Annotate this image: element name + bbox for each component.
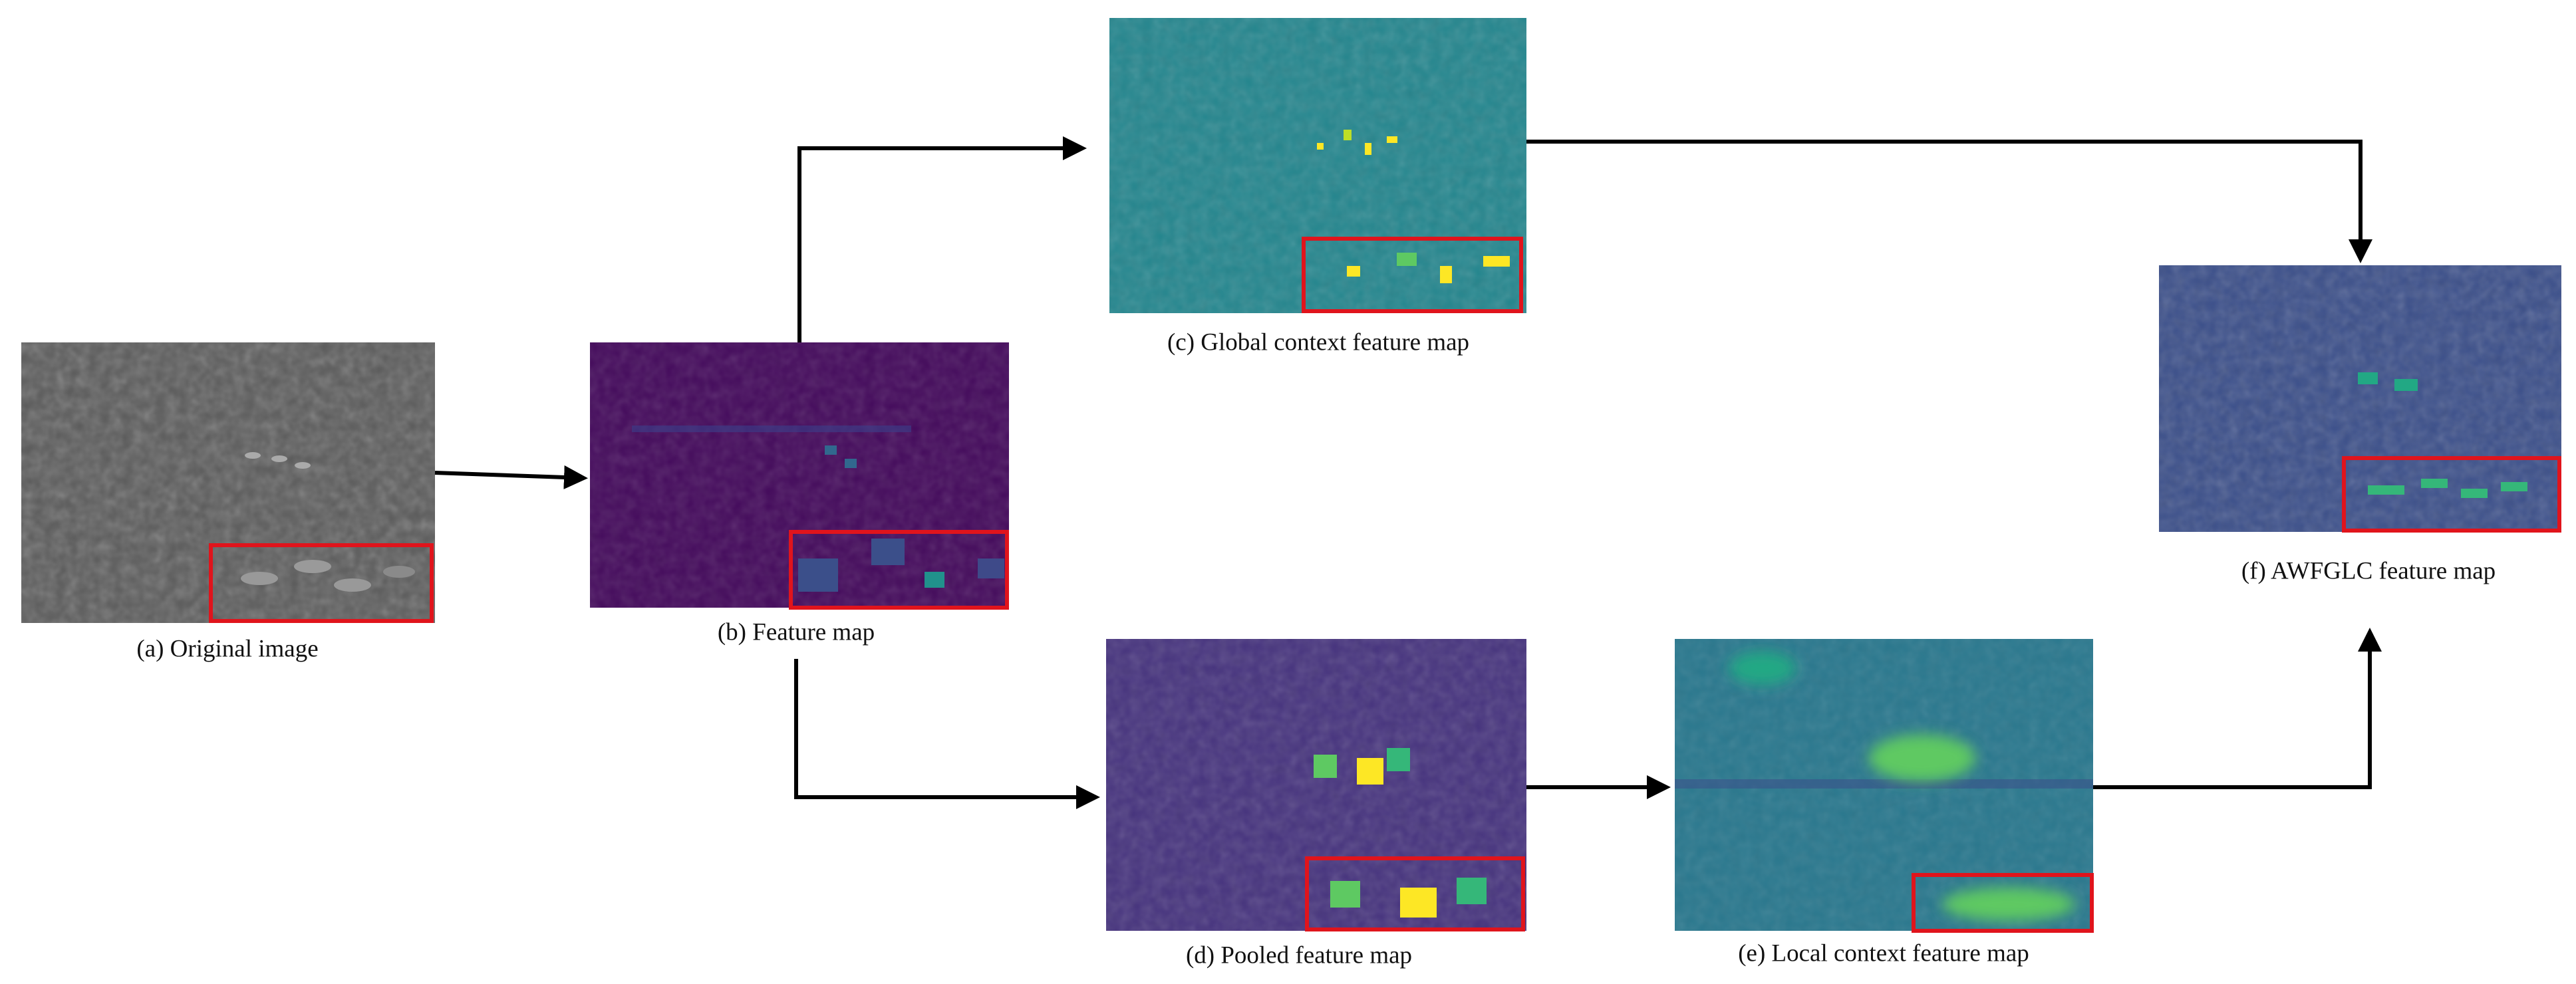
global-context-map	[1109, 18, 1526, 313]
arrow	[794, 659, 1100, 809]
local-context-map	[1675, 639, 2094, 933]
pooled-feature-map	[1106, 639, 1526, 931]
caption: (b) Feature map	[718, 618, 875, 646]
highlight-box	[1305, 856, 1525, 931]
original-image	[21, 342, 435, 623]
caption: (a) Original image	[136, 635, 318, 662]
arrow	[1526, 140, 2372, 263]
caption: (c) Global context feature map	[1167, 328, 1469, 356]
caption: (f) AWFGLC feature map	[2241, 557, 2496, 584]
arrow	[2093, 628, 2382, 789]
arrow	[434, 465, 588, 489]
highlight-box	[209, 543, 434, 623]
highlight-box	[1302, 237, 1523, 313]
feature-map	[590, 342, 1009, 610]
arrow	[797, 136, 1087, 342]
highlight-box	[2342, 456, 2561, 533]
caption: (d) Pooled feature map	[1186, 941, 1412, 969]
caption: (e) Local context feature map	[1738, 939, 2029, 967]
highlight-box	[789, 530, 1009, 610]
highlight-box	[1912, 873, 2094, 933]
awfglc-feature-map	[2159, 265, 2561, 533]
